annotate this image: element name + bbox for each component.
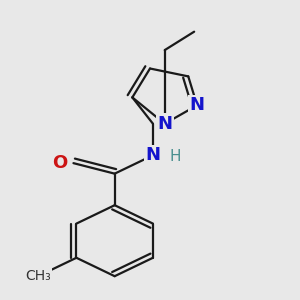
Text: N: N: [146, 146, 160, 164]
Text: O: O: [52, 154, 68, 172]
Text: H: H: [169, 149, 181, 164]
Text: CH₃: CH₃: [25, 269, 51, 283]
Text: N: N: [157, 115, 172, 133]
Text: N: N: [190, 96, 205, 114]
